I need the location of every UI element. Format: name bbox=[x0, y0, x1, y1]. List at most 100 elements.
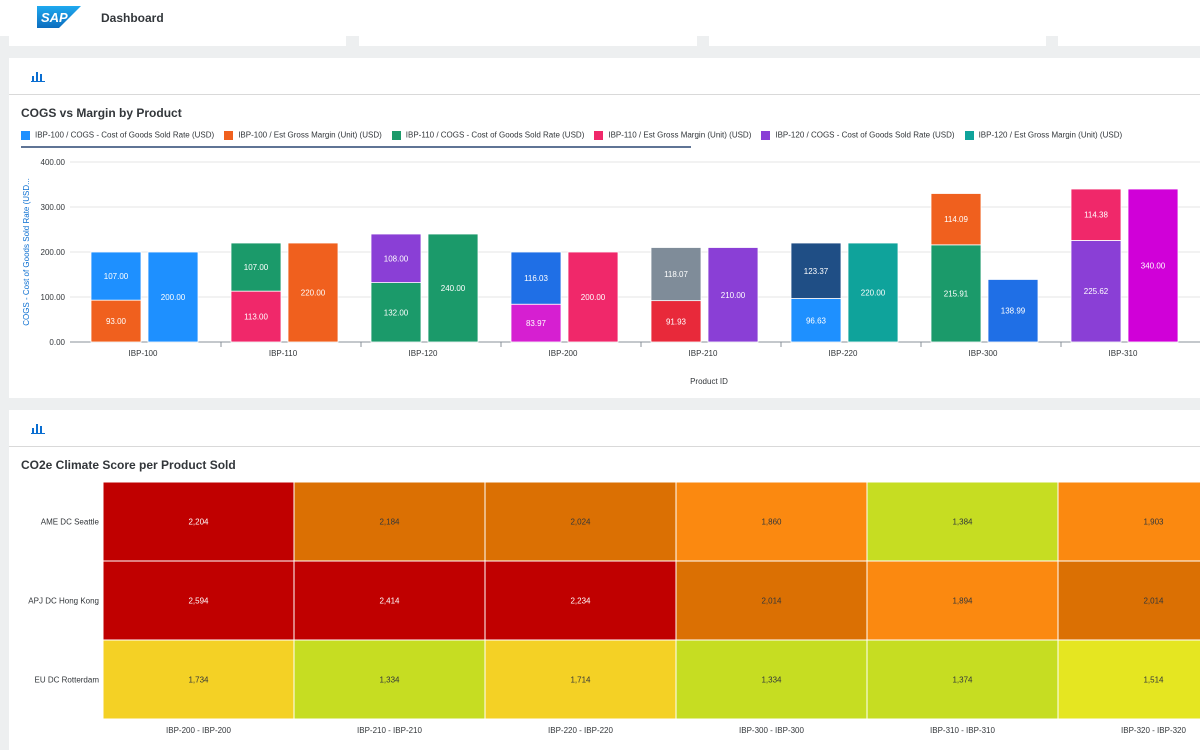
cell-value: 2,014 bbox=[761, 597, 782, 606]
x-axis-label: Product ID bbox=[690, 377, 728, 386]
heatmap-cell[interactable] bbox=[484, 481, 677, 562]
heatmap-cell[interactable] bbox=[484, 560, 677, 641]
page-title: Dashboard bbox=[101, 11, 164, 25]
heatmap-cell[interactable] bbox=[102, 639, 295, 720]
bar-segment[interactable] bbox=[847, 242, 899, 343]
bar-segment[interactable] bbox=[90, 251, 142, 301]
legend-label: IBP-120 / Est Gross Margin (Unit) (USD) bbox=[978, 130, 1123, 140]
legend-swatch bbox=[594, 130, 604, 140]
summary-card[interactable] bbox=[1058, 36, 1200, 46]
bar-segment[interactable] bbox=[510, 251, 562, 305]
co2-chart-panel: CO2e Climate Score per Product Sold AME … bbox=[9, 410, 1200, 750]
bar-segment[interactable] bbox=[370, 233, 422, 283]
x-tick-label: IBP-110 bbox=[269, 349, 298, 358]
legend-swatch bbox=[391, 130, 401, 140]
legend-item[interactable]: IBP-120 / COGS - Cost of Goods Sold Rate… bbox=[761, 130, 955, 140]
x-tick-label: IBP-200 bbox=[549, 349, 578, 358]
y-tick-label: 300.00 bbox=[41, 203, 66, 212]
sap-logo[interactable]: SAP bbox=[37, 6, 81, 28]
data-label: 114.38 bbox=[1084, 211, 1108, 220]
bar-segment[interactable] bbox=[650, 247, 702, 302]
bar-segment[interactable] bbox=[790, 242, 842, 299]
heatmap-cell[interactable] bbox=[1057, 639, 1200, 720]
summary-card[interactable] bbox=[709, 36, 1046, 46]
shell-bar: SAP Dashboard bbox=[0, 0, 1200, 36]
data-label: 107.00 bbox=[244, 263, 269, 272]
data-label: 220.00 bbox=[301, 289, 326, 298]
legend-item[interactable]: IBP-100 / COGS - Cost of Goods Sold Rate… bbox=[21, 130, 215, 140]
legend-label: IBP-120 / COGS - Cost of Goods Sold Rate… bbox=[775, 130, 955, 140]
x-tick-label: IBP-310 bbox=[1109, 349, 1138, 358]
cell-value: 2,234 bbox=[570, 597, 591, 606]
chart-toolbar bbox=[9, 410, 1200, 447]
heatmap-cell[interactable] bbox=[102, 560, 295, 641]
bar-segment[interactable] bbox=[1127, 188, 1179, 343]
bar-segment[interactable] bbox=[1070, 240, 1122, 343]
bar-segment[interactable] bbox=[650, 300, 702, 343]
bar-segment[interactable] bbox=[930, 193, 982, 246]
heatmap-cell[interactable] bbox=[675, 639, 868, 720]
cell-value: 2,414 bbox=[379, 597, 400, 606]
data-label: 215.91 bbox=[944, 289, 969, 298]
cell-value: 1,894 bbox=[952, 597, 973, 606]
legend-item[interactable]: IBP-110 / Est Gross Margin (Unit) (USD) bbox=[594, 130, 752, 140]
data-label: 200.00 bbox=[161, 293, 186, 302]
heatmap-cell[interactable] bbox=[675, 560, 868, 641]
bar-segment[interactable] bbox=[90, 299, 142, 343]
chart-legend[interactable]: IBP-100 / COGS - Cost of Goods Sold Rate… bbox=[21, 130, 1132, 144]
data-label: 220.00 bbox=[861, 289, 886, 298]
bar-segment[interactable] bbox=[707, 247, 759, 343]
legend-item[interactable]: IBP-120 / Est Gross Margin (Unit) (USD) bbox=[964, 130, 1123, 140]
bar-segment[interactable] bbox=[987, 279, 1039, 343]
heatmap-cell[interactable] bbox=[293, 639, 486, 720]
chart-toolbar bbox=[9, 58, 1200, 95]
heatmap-cell[interactable] bbox=[866, 481, 1059, 562]
bar-segment[interactable] bbox=[287, 242, 339, 343]
bar-segment[interactable] bbox=[230, 290, 282, 343]
bar-segment[interactable] bbox=[427, 233, 479, 343]
x-tick-label: IBP-100 bbox=[129, 349, 158, 358]
legend-item[interactable]: IBP-100 / Est Gross Margin (Unit) (USD) bbox=[224, 130, 382, 140]
bar-segment[interactable] bbox=[147, 251, 199, 343]
cell-value: 1,334 bbox=[761, 676, 782, 685]
heatmap-cell[interactable] bbox=[675, 481, 868, 562]
bar-segment[interactable] bbox=[930, 244, 982, 343]
cell-value: 1,734 bbox=[188, 676, 209, 685]
cell-value: 2,014 bbox=[1143, 597, 1164, 606]
summary-card[interactable] bbox=[9, 36, 346, 46]
bar-segment[interactable] bbox=[510, 303, 562, 343]
data-label: 132.00 bbox=[384, 308, 409, 317]
bar-segment[interactable] bbox=[567, 251, 619, 343]
cell-value: 1,384 bbox=[952, 518, 973, 527]
bar-segment[interactable] bbox=[790, 298, 842, 343]
data-label: 114.09 bbox=[944, 215, 968, 224]
data-label: 240.00 bbox=[441, 284, 466, 293]
data-label: 116.03 bbox=[524, 274, 548, 283]
bar-segment[interactable] bbox=[230, 242, 282, 292]
cell-value: 2,204 bbox=[188, 518, 209, 527]
y-tick-label: 100.00 bbox=[41, 293, 66, 302]
svg-text:SAP: SAP bbox=[41, 10, 68, 25]
bar-segment[interactable] bbox=[1070, 188, 1122, 241]
row-label: AME DC Seattle bbox=[41, 518, 100, 527]
legend-item[interactable]: IBP-110 / COGS - Cost of Goods Sold Rate… bbox=[391, 130, 584, 140]
heatmap-cell[interactable] bbox=[866, 639, 1059, 720]
column-label: IBP-210 - IBP-210 bbox=[357, 726, 422, 735]
heatmap-cell[interactable] bbox=[1057, 481, 1200, 562]
column-label: IBP-310 - IBP-310 bbox=[930, 726, 995, 735]
summary-card[interactable] bbox=[359, 36, 697, 46]
y-tick-label: 400.00 bbox=[41, 158, 66, 167]
bar-chart-icon[interactable] bbox=[31, 70, 45, 82]
heatmap-cell[interactable] bbox=[1057, 560, 1200, 641]
heatmap-cell[interactable] bbox=[484, 639, 677, 720]
legend-label: IBP-110 / Est Gross Margin (Unit) (USD) bbox=[608, 130, 752, 140]
data-label: 113.00 bbox=[244, 313, 268, 322]
heatmap-cell[interactable] bbox=[293, 481, 486, 562]
chart-title: COGS vs Margin by Product bbox=[21, 106, 182, 120]
bar-chart-icon[interactable] bbox=[31, 422, 45, 434]
legend-scrollbar[interactable] bbox=[21, 146, 691, 148]
x-tick-label: IBP-120 bbox=[409, 349, 438, 358]
legend-label: IBP-100 / COGS - Cost of Goods Sold Rate… bbox=[35, 130, 215, 140]
cell-value: 2,594 bbox=[188, 597, 209, 606]
data-label: 210.00 bbox=[721, 291, 746, 300]
